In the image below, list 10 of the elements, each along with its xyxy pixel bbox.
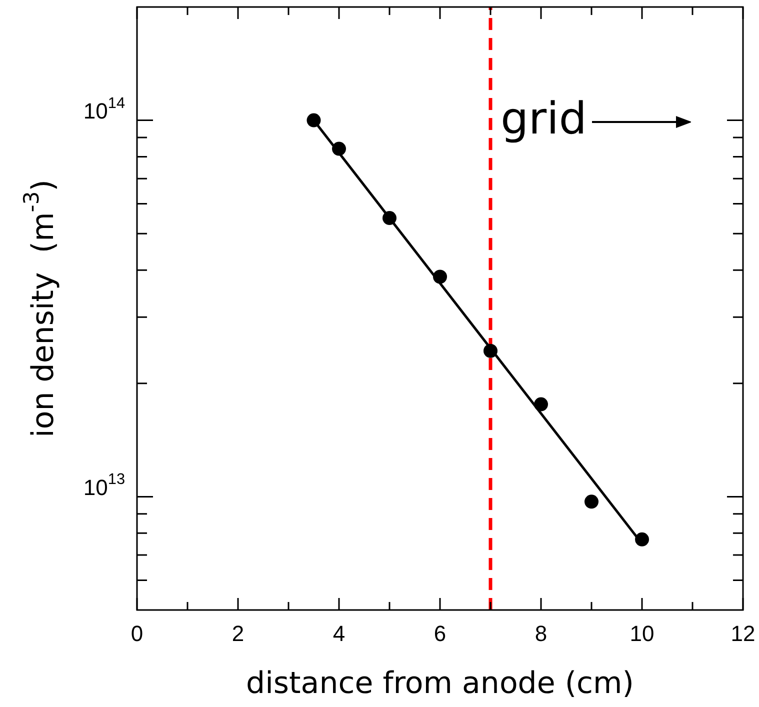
x-tick-label: 12 [730, 621, 756, 646]
x-tick-label: 0 [130, 621, 144, 646]
x-tick-label: 8 [534, 621, 548, 646]
x-tick-label: 4 [332, 621, 346, 646]
x-tick-label: 10 [630, 621, 654, 646]
x-tick-label: 6 [434, 621, 446, 646]
x-axis-title: distance from anode (cm) [246, 666, 634, 701]
annotation: grid [500, 93, 587, 144]
x-tick-label: 2 [232, 621, 244, 646]
y-axis-title: ion density (m-3) [19, 180, 61, 438]
